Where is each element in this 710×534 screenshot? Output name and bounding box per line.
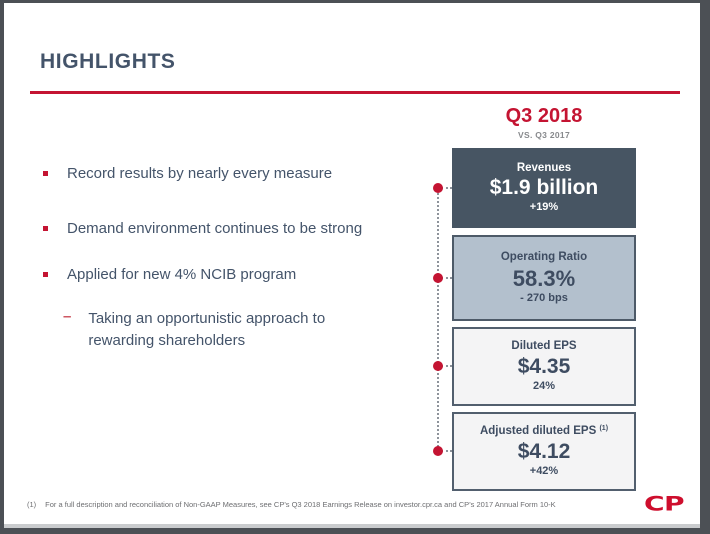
bullet-square-icon [43,226,48,231]
bullet-item: Demand environment continues to be stron… [43,220,453,238]
bullet-text: Record results by nearly every measure [67,165,333,182]
metric-value: $1.9 billion [489,176,599,200]
connector-stub [441,187,452,189]
metric-value: $4.12 [517,439,571,463]
metric-value: 58.3% [512,265,576,291]
sub-bullet-text: Taking an opportunistic approach to rewa… [88,310,326,349]
metric-value: $4.35 [517,354,571,378]
metric-change: +42% [529,464,559,477]
connector-dot [433,273,443,283]
footnote-text: For a full description and reconciliatio… [45,500,556,509]
period-label: Q3 2018 [505,105,583,127]
connector-stub [441,365,452,367]
connector-stub [441,277,452,279]
cp-logo: CP [644,493,685,516]
connector-dot [433,446,443,456]
bullet-square-icon [43,272,48,277]
metric-name: Diluted EPS [511,340,577,353]
period-header: Q3 2018 VS. Q3 2017 [452,105,636,140]
metric-name-text: Adjusted diluted EPS [479,425,597,438]
metric-change: 24% [532,379,556,392]
metric-name: Adjusted diluted EPS (1) [480,424,608,438]
metric-change: - 270 bps [520,291,568,304]
metric-box-diluted-eps: Diluted EPS $4.35 24% [452,327,636,406]
bullet-item: Applied for new 4% NCIB program [43,266,453,284]
metric-box-revenues: Revenues $1.9 billion +19% [452,148,636,228]
metric-box-operating-ratio: Operating Ratio 58.3% - 270 bps [452,235,636,321]
bullet-text: Demand environment continues to be stron… [67,220,363,237]
sub-bullet-item: – Taking an opportunistic approach to re… [63,308,390,352]
bullet-item: Record results by nearly every measure [43,165,453,183]
connector-stub [441,450,452,452]
footnote: (1) For a full description and reconcilia… [27,500,556,509]
footnote-reference: (1) [599,425,609,433]
bullet-text: Applied for new 4% NCIB program [67,266,297,283]
title-underline [30,91,680,94]
metric-name: Revenues [516,161,572,174]
dash-bullet-icon: – [63,308,72,325]
connector-dot [433,183,443,193]
bottom-edge-strip [4,524,700,528]
bullet-square-icon [43,171,48,176]
period-compare-label: VS. Q3 2017 [518,130,570,140]
connector-dot [433,361,443,371]
page-title: HIGHLIGHTS [40,50,176,73]
metric-change: +19% [529,201,559,214]
metric-name: Operating Ratio [500,251,588,264]
connector-dotted-line [437,188,439,451]
footnote-ref: (1) [27,500,37,509]
metric-box-adjusted-diluted-eps: Adjusted diluted EPS (1) $4.12 +42% [452,412,636,491]
